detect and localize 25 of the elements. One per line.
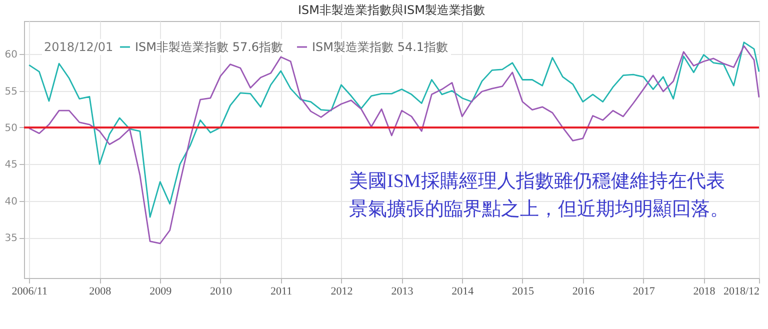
x-tick-label: 2006/11	[12, 286, 48, 298]
x-tick-label: 2017	[632, 286, 656, 298]
x-tick-label: 2013	[391, 286, 414, 298]
y-tick-label: 50	[4, 122, 18, 134]
legend-label: ISM製造業指數 54.1指數	[312, 40, 448, 54]
x-tick-label: 2010	[210, 286, 232, 298]
y-tick-label: 55	[4, 86, 18, 98]
x-tick-label: 2018	[693, 286, 716, 298]
legend-title: 2018/12/01	[44, 40, 114, 54]
x-tick-label: 2012	[330, 286, 353, 298]
chart-title: ISM非製造業指數與ISM製造業指數	[298, 3, 486, 17]
x-tick-label: 2009	[150, 286, 172, 298]
x-tick-label: 2018/12	[723, 286, 760, 298]
x-tick-label: 2014	[452, 286, 474, 298]
y-tick-label: 40	[4, 196, 18, 208]
x-tick-label: 2008	[89, 286, 112, 298]
y-tick-label: 60	[4, 50, 18, 61]
x-tick-label: 2011	[270, 286, 292, 298]
x-tick-label: 2015	[512, 286, 534, 298]
y-tick-label: 35	[4, 233, 18, 244]
legend-label: ISM非製造業指數 57.6指數	[135, 40, 284, 54]
y-tick-label: 45	[4, 160, 18, 171]
x-tick-label: 2016	[572, 286, 595, 298]
annotation: 景氣擴張的臨界點之上，但近期均明顯回落。	[349, 198, 729, 220]
annotation: 美國ISM採購經理人指數雖仍穩健維持在代表	[349, 170, 725, 192]
